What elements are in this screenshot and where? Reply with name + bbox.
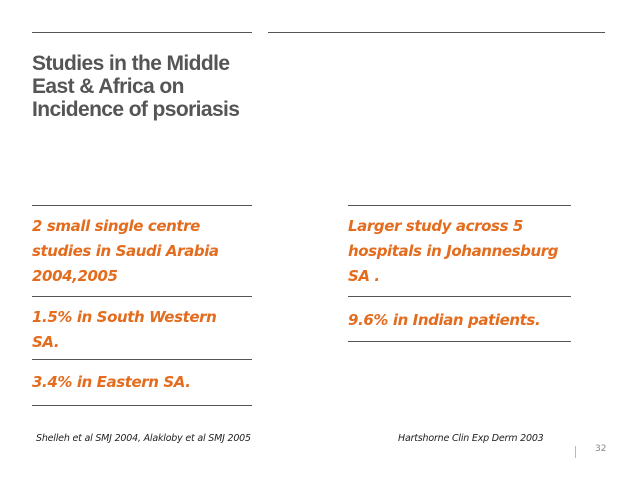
page-number-divider xyxy=(575,446,576,458)
left-rule-2 xyxy=(32,296,252,297)
right-rule-2 xyxy=(348,296,571,297)
right-citation: Hartshorne Clin Exp Derm 2003 xyxy=(398,433,544,444)
right-item-1: Larger study across 5 hospitals in Johan… xyxy=(348,217,559,285)
left-rule-3 xyxy=(32,359,252,360)
right-item-2: 9.6% in Indian patients. xyxy=(348,311,541,329)
top-rule-right xyxy=(268,32,605,33)
right-rule-1 xyxy=(348,205,571,206)
top-rule-left xyxy=(32,32,252,33)
page-number: 32 xyxy=(595,444,607,454)
left-item-1: 2 small single centre studies in Saudi A… xyxy=(32,217,219,285)
left-rule-4 xyxy=(32,405,252,406)
left-item-2: 1.5% in South Western SA. xyxy=(32,308,217,351)
left-rule-1 xyxy=(32,205,252,206)
slide-title: Studies in the Middle East & Africa on I… xyxy=(32,52,240,121)
left-item-3: 3.4% in Eastern SA. xyxy=(32,373,191,391)
left-citation: Shelleh et al SMJ 2004, Alakloby et al S… xyxy=(36,433,251,444)
right-rule-3 xyxy=(348,341,571,342)
